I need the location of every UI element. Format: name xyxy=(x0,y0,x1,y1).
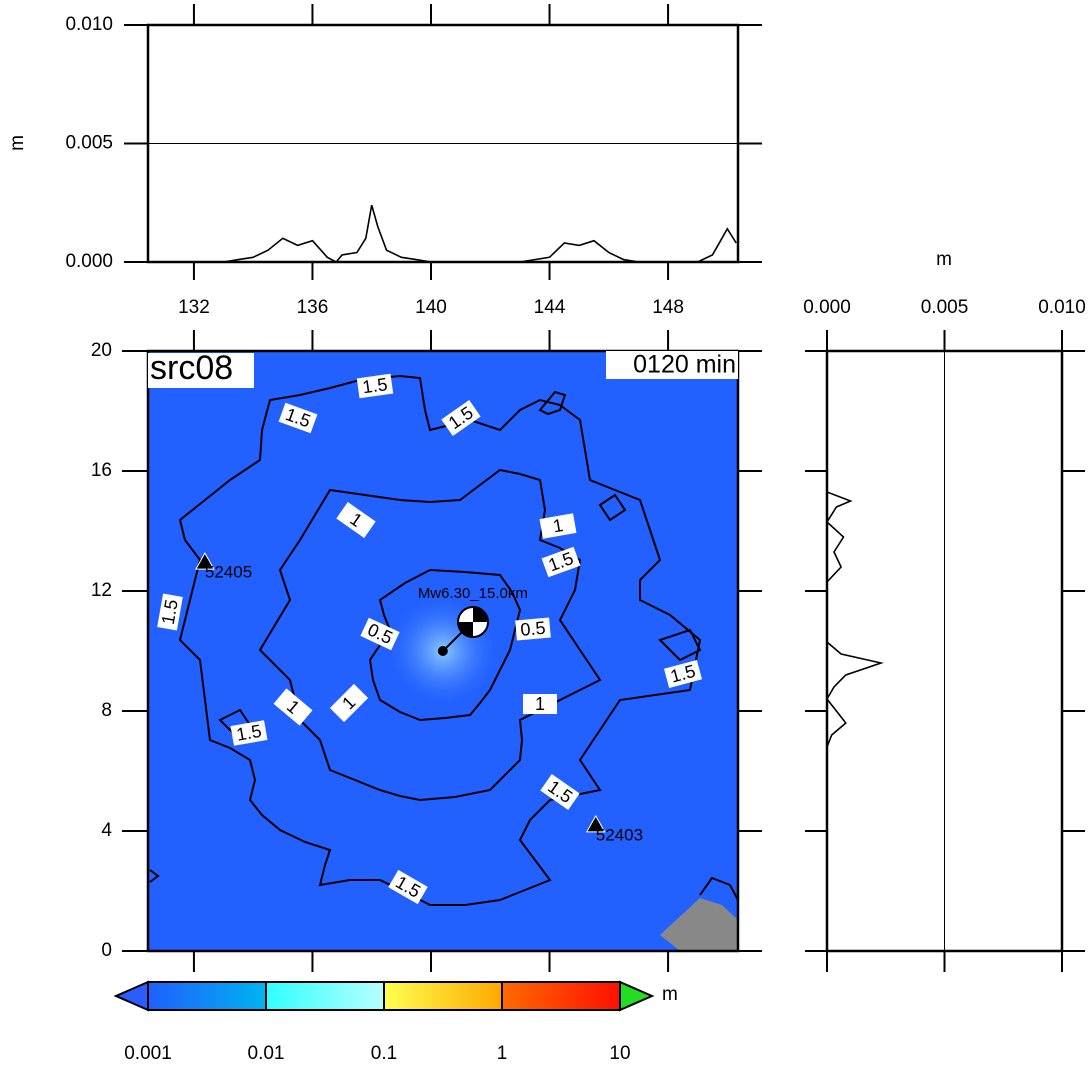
x-tick-label: 0.010 xyxy=(1038,297,1086,318)
coastline xyxy=(699,876,738,901)
contour-label-box xyxy=(540,774,580,810)
y-tick-label: 20 xyxy=(91,340,112,361)
contour-label-group: 1 xyxy=(336,502,376,538)
contour-label: 1 xyxy=(551,515,564,536)
x-tick-label: 132 xyxy=(178,297,210,318)
contour-label-group: 1.5 xyxy=(278,402,318,434)
epicenter-label: Mw6.30_15.0km xyxy=(418,585,528,602)
contour-label-group: 1.5 xyxy=(388,869,428,905)
y-tick-label: 0.010 xyxy=(65,14,113,35)
y-tick-label: 0.005 xyxy=(65,133,113,154)
contour-line xyxy=(258,468,602,802)
contour-label-box xyxy=(388,869,428,905)
beachball xyxy=(457,606,489,638)
station-label: 52403 xyxy=(596,825,643,844)
contour-label: 0.5 xyxy=(520,618,547,640)
epicenter xyxy=(437,646,448,656)
colorbar-tick-label: 0.1 xyxy=(371,1043,397,1064)
station-label: 52405 xyxy=(205,563,252,582)
contour-label-group: 1.5 xyxy=(230,720,268,746)
y-tick-label: 8 xyxy=(101,700,112,721)
contour-label: 1 xyxy=(535,694,545,714)
contour-label-group: 1 xyxy=(539,513,577,539)
contour-label: 1.5 xyxy=(361,374,389,397)
colorbar-under xyxy=(113,980,149,1012)
contour-label-group: 1.5 xyxy=(157,593,183,631)
y-tick-label: 16 xyxy=(91,460,112,481)
time-label: 0120 min xyxy=(633,351,736,379)
y-axis-label: m xyxy=(7,135,28,151)
contour-label: 1.5 xyxy=(158,598,182,626)
contour-label-box xyxy=(515,617,551,641)
contour-label-box xyxy=(336,502,376,538)
contour-label-group: 1 xyxy=(523,694,557,714)
contour-label-box xyxy=(360,617,400,651)
contour-label-box xyxy=(663,659,703,689)
y-tick-label: 4 xyxy=(101,820,112,841)
profile-line xyxy=(825,351,884,951)
land xyxy=(660,898,738,951)
station-marker xyxy=(195,552,215,570)
x-axis-label: m xyxy=(936,249,952,270)
x-tick-label: 144 xyxy=(534,297,566,318)
x-tick-label: 148 xyxy=(652,297,684,318)
contour-line xyxy=(368,568,522,722)
contour-label-box xyxy=(278,402,318,434)
contour-label-group: 1 xyxy=(273,688,313,726)
y-tick-label: 0 xyxy=(101,940,112,961)
x-tick-label: 0.005 xyxy=(921,297,969,318)
contour-label: 1.5 xyxy=(235,721,263,745)
map-area: 1.51.5 1.51 11.51.50.5 0.51.51 1 11.51.51.5Mw… xyxy=(148,351,738,951)
contour-label-group: 1 xyxy=(329,683,369,723)
x-tick-label: 140 xyxy=(415,297,447,318)
x-tick-label: 136 xyxy=(297,297,329,318)
contour-line xyxy=(149,390,702,883)
contour-label-box xyxy=(230,720,268,746)
map-frame xyxy=(146,349,740,953)
x-tick-label: 0.000 xyxy=(803,297,851,318)
colorbar-tick-label: 0.01 xyxy=(248,1043,285,1064)
contours xyxy=(149,374,702,906)
colorbar-tick-label: 0.001 xyxy=(124,1043,172,1064)
contour-label-box xyxy=(541,546,581,578)
contour-label-box xyxy=(329,683,369,723)
profile-line xyxy=(149,204,737,264)
contour-label-box xyxy=(523,694,557,714)
contour-line xyxy=(178,374,702,906)
colorbar-tick-label: 10 xyxy=(609,1043,630,1064)
map-title: src08 xyxy=(150,349,233,387)
y-tick-label: 12 xyxy=(91,580,112,601)
station-marker xyxy=(585,814,606,833)
contour-label-group: 1.5 xyxy=(356,373,394,399)
contour-label-box xyxy=(539,513,577,539)
contour-label-box xyxy=(356,373,394,399)
contour-label-box xyxy=(273,688,313,726)
title-box xyxy=(148,353,254,388)
colorbar-unit: m xyxy=(662,984,678,1005)
contour-label-group: 0.5 xyxy=(515,617,551,641)
colorbar-tick-label: 1 xyxy=(497,1043,508,1064)
contour-label-box xyxy=(441,400,481,436)
y-tick-label: 0.000 xyxy=(65,251,113,272)
time-box xyxy=(606,351,738,379)
contour-label-box xyxy=(157,593,183,631)
colorbar-over xyxy=(619,980,655,1012)
